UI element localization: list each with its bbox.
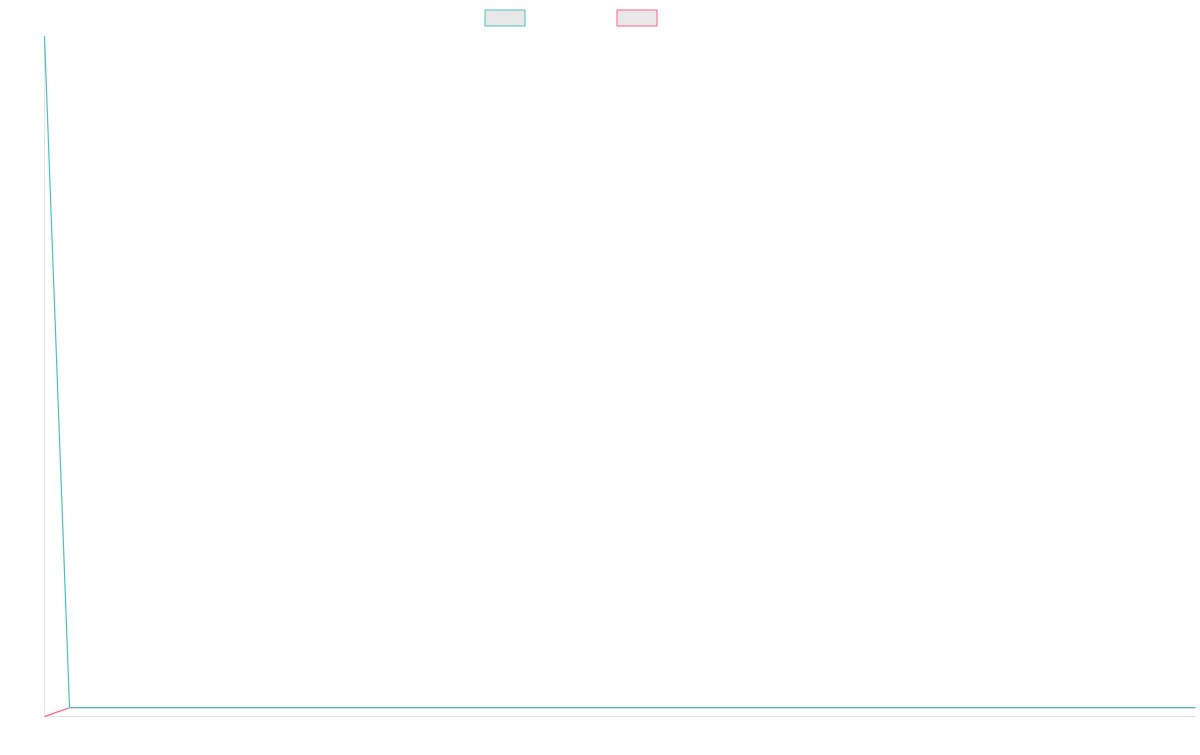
legend-swatch [616, 9, 658, 27]
series-line-1 [43, 35, 1196, 709]
series-line-2 [44, 707, 1196, 718]
legend-swatch [484, 9, 526, 27]
legend-item-1[interactable] [484, 9, 526, 27]
legend-item-2[interactable] [616, 9, 658, 27]
legend[interactable] [484, 9, 658, 27]
chart-series [43, 35, 1196, 718]
chart-axes [44, 36, 1196, 717]
